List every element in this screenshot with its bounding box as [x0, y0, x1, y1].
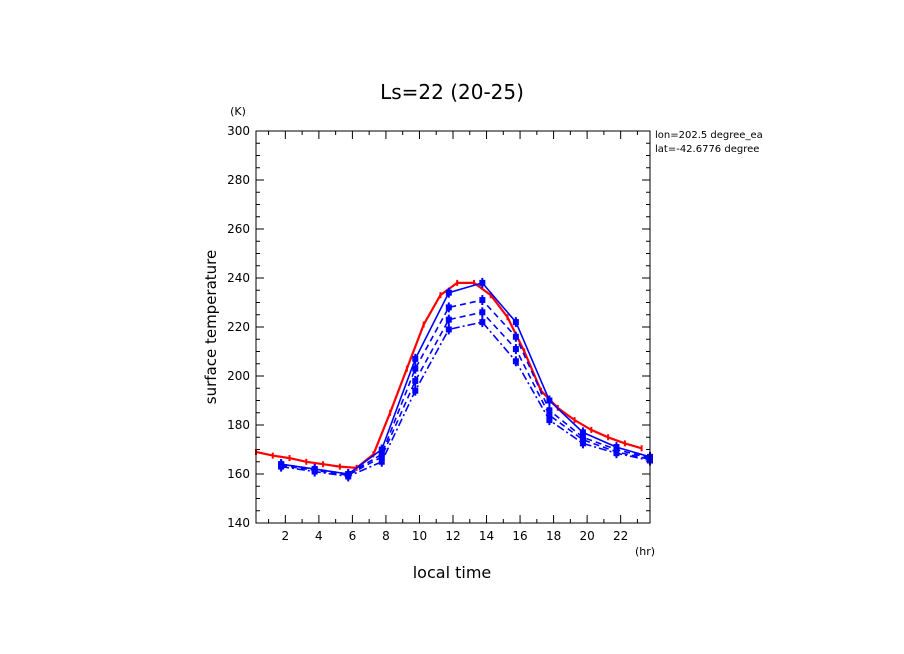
data-point-marker [378, 458, 385, 465]
data-point-marker [412, 355, 419, 362]
series-line [280, 311, 651, 477]
data-point-marker [412, 387, 419, 394]
data-point-marker [412, 365, 419, 372]
annotation-lat: lat=-42.6776 degree [655, 144, 759, 155]
x-tick-label: 10 [412, 529, 427, 543]
x-tick-label: 2 [282, 529, 290, 543]
series-line [280, 281, 651, 475]
x-unit-label: (hr) [635, 545, 655, 558]
y-tick-label: 200 [227, 369, 250, 383]
chart-title: Ls=22 (20-25) [380, 80, 524, 104]
y-tick-label: 180 [227, 418, 250, 432]
y-tick-label: 260 [227, 222, 250, 236]
data-point-marker [345, 473, 352, 480]
data-point-marker [512, 358, 519, 365]
data-point-marker [311, 468, 318, 475]
data-point-marker [546, 417, 553, 424]
x-tick-label: 4 [315, 529, 323, 543]
series-1 [278, 277, 653, 479]
y-axis-label: surface temperature [202, 250, 220, 405]
data-point-marker [479, 279, 486, 286]
x-tick-label: 8 [382, 529, 390, 543]
data-point-marker [412, 377, 419, 384]
y-tick-label: 300 [227, 124, 250, 138]
x-tick-label: 12 [445, 529, 460, 543]
data-point-marker [512, 346, 519, 353]
series-2 [278, 295, 653, 479]
x-tick-label: 14 [479, 529, 494, 543]
data-point-marker [445, 316, 452, 323]
series-3 [278, 307, 653, 481]
data-point-marker [445, 326, 452, 333]
data-point-marker [546, 397, 553, 404]
data-point-marker [479, 309, 486, 316]
y-tick-label: 240 [227, 271, 250, 285]
x-tick-label: 6 [349, 529, 357, 543]
x-tick-label: 16 [512, 529, 527, 543]
data-point-marker [512, 333, 519, 340]
x-tick-label: 18 [546, 529, 561, 543]
x-tick-label: 22 [613, 529, 628, 543]
y-unit-label: (K) [230, 105, 246, 118]
data-point-marker [613, 450, 620, 457]
data-point-marker [479, 297, 486, 304]
data-point-marker [445, 289, 452, 296]
x-tick-label: 20 [579, 529, 594, 543]
data-point-marker [445, 304, 452, 311]
series-line [280, 321, 651, 478]
x-axis-label: local time [413, 563, 492, 582]
data-point-marker [579, 440, 586, 447]
data-point-marker [278, 463, 285, 470]
data-point-marker [512, 319, 519, 326]
y-tick-label: 220 [227, 320, 250, 334]
annotation-lon: lon=202.5 degree_ea [655, 130, 763, 141]
y-tick-label: 140 [227, 516, 250, 530]
y-tick-label: 160 [227, 467, 250, 481]
series-line [280, 299, 651, 475]
series-4 [278, 317, 653, 482]
data-point-marker [479, 319, 486, 326]
y-tick-label: 280 [227, 173, 250, 187]
plot-frame [255, 130, 651, 524]
